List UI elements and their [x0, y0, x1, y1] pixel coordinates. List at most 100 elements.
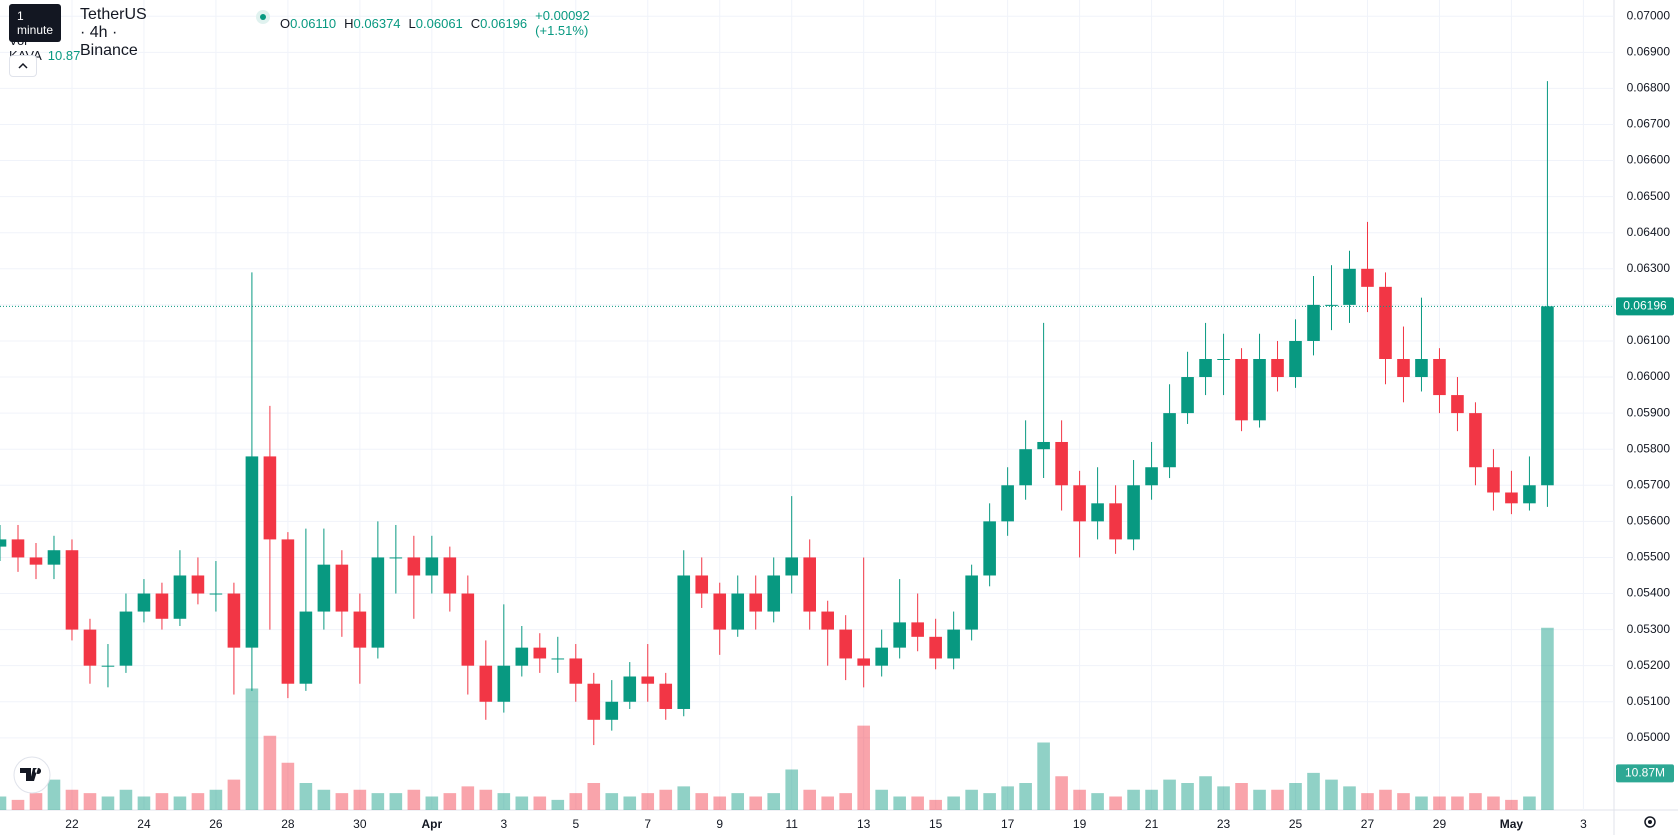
- candle-body: [1307, 304, 1320, 341]
- volume-bar: [1433, 796, 1446, 810]
- x-tick-label: 13: [857, 817, 871, 831]
- volume-bar: [1451, 796, 1464, 810]
- volume-bar: [173, 796, 187, 810]
- volume-bar: [623, 796, 637, 810]
- candle-body: [1505, 492, 1518, 504]
- y-tick-label: 0.06600: [1627, 153, 1671, 167]
- ohlc-item: O0.06110: [280, 16, 336, 31]
- x-tick-label: 15: [929, 817, 943, 831]
- x-tick-label: 11: [785, 817, 798, 831]
- candle-body: [1199, 358, 1212, 378]
- candle-body: [47, 550, 61, 565]
- volume-bar: [965, 789, 978, 810]
- candle-body: [857, 658, 870, 666]
- volume-bar: [1505, 799, 1518, 810]
- candle-body: [281, 539, 295, 684]
- candle-body: [1289, 340, 1302, 378]
- symbol[interactable]: TetherUS · 4h · Binance: [80, 6, 147, 59]
- y-tick-label: 0.05200: [1627, 658, 1671, 672]
- volume-bar: [335, 793, 349, 810]
- y-tick-label: 0.06700: [1627, 117, 1671, 131]
- x-tick-label: 5: [572, 817, 579, 831]
- volume-bar: [911, 796, 924, 810]
- candle-body: [533, 647, 547, 659]
- ohlc-item: L0.06061: [409, 16, 463, 31]
- volume-bar: [875, 789, 888, 810]
- volume-bar: [29, 793, 43, 810]
- x-tick-label: 24: [137, 817, 151, 831]
- x-tick-label: 23: [1217, 817, 1231, 831]
- candle-body: [479, 665, 493, 702]
- candle-body: [11, 539, 25, 558]
- candle-body: [965, 575, 978, 630]
- volume-bar: [587, 783, 601, 810]
- volume-bar: [1235, 783, 1248, 810]
- y-tick-label: 0.05800: [1627, 441, 1671, 455]
- candle-body: [749, 593, 763, 612]
- volume-bar: [1523, 796, 1536, 810]
- x-tick-label: 19: [1073, 817, 1087, 831]
- volume-bar: [425, 796, 439, 810]
- y-tick-label: 0.05100: [1627, 694, 1671, 708]
- candle-body: [335, 564, 349, 612]
- volume-bar: [1271, 789, 1284, 810]
- volume-bar: [1487, 796, 1500, 810]
- x-tick-label: 17: [1001, 817, 1015, 831]
- ohlc-item: H0.06374: [344, 16, 400, 31]
- volume-bar: [947, 796, 960, 810]
- volume-bar: [0, 796, 7, 810]
- y-tick-label: 0.05400: [1627, 586, 1671, 600]
- candle-body: [731, 593, 745, 630]
- candle-body: [1361, 268, 1374, 287]
- volume-bar: [893, 796, 906, 810]
- candle-body: [623, 676, 637, 702]
- volume-bar: [245, 688, 259, 810]
- volume-bar: [1217, 786, 1230, 810]
- volume-bar: [317, 789, 331, 810]
- volume-bar: [1181, 783, 1194, 810]
- candle-body: [569, 658, 583, 684]
- candle-body: [137, 593, 151, 612]
- volume-bar: [497, 793, 511, 810]
- volume-bar: [929, 799, 942, 810]
- candle-body: [641, 676, 655, 684]
- candle-body: [1325, 304, 1338, 306]
- candle-body: [83, 629, 97, 666]
- ohlc-key: L: [408, 15, 416, 31]
- candle-body: [677, 575, 691, 709]
- candle-body: [1343, 268, 1356, 305]
- volume-bar: [839, 793, 852, 810]
- collapse-button[interactable]: [9, 55, 37, 77]
- volume-bar: [1001, 786, 1014, 810]
- candle-body: [893, 622, 906, 648]
- volume-bar: [1163, 779, 1176, 810]
- y-tick-label: 0.06300: [1627, 261, 1671, 275]
- volume-bar: [677, 786, 691, 810]
- volume-bar: [1307, 772, 1320, 810]
- volume-bar: [605, 793, 619, 810]
- volume-bar: [155, 793, 169, 810]
- candle-body: [317, 564, 331, 612]
- x-tick-label: 27: [1361, 817, 1375, 831]
- tooltip: 1 minute: [9, 4, 62, 42]
- volume-bar: [713, 796, 727, 810]
- settings-icon[interactable]: [1644, 816, 1656, 828]
- y-tick-label: 0.06000: [1627, 369, 1671, 383]
- x-tick-label: 25: [1289, 817, 1303, 831]
- candle-body: [65, 550, 79, 630]
- x-tick-label: 26: [209, 817, 223, 831]
- candle-body: [911, 622, 924, 637]
- x-tick-label: 3: [1580, 817, 1587, 831]
- last-price-label: 0.06196: [1623, 298, 1667, 312]
- candle-body: [1037, 441, 1050, 450]
- volume-bar: [1091, 793, 1104, 810]
- candle-body: [173, 575, 187, 619]
- candle-body: [1469, 413, 1482, 468]
- candle-body: [1217, 358, 1230, 360]
- volume-bar: [1397, 793, 1410, 810]
- candle-body: [1019, 449, 1032, 486]
- volume-bar: [1325, 779, 1338, 810]
- y-tick-label: 0.06400: [1627, 225, 1671, 239]
- candle-body: [1181, 377, 1194, 414]
